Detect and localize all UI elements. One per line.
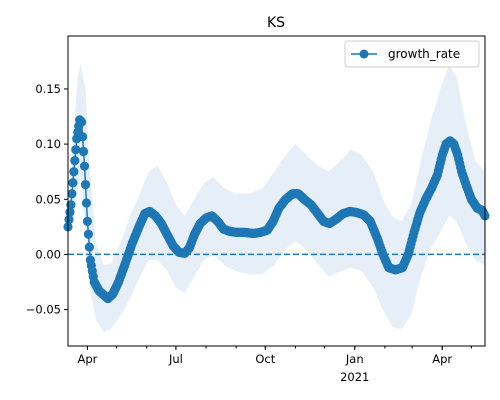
confidence-band: [68, 63, 485, 332]
legend: growth_rate: [344, 40, 480, 68]
data-point-15: [77, 132, 88, 142]
legend-marker-swatch: [359, 49, 369, 59]
legend-box: [344, 40, 480, 68]
x-tick-label: Apr: [77, 352, 97, 366]
plot-area: [63, 63, 490, 332]
y-tick-label: −0.05: [26, 303, 61, 317]
data-point-18: [80, 179, 91, 190]
data-point-22: [84, 242, 94, 252]
legend-entry-growth-rate: growth_rate: [388, 47, 460, 61]
data-point-14: [77, 117, 87, 127]
chart-title: KS: [267, 15, 285, 31]
x-tick-label: Jan: [345, 352, 364, 366]
y-tick-label: 0.15: [35, 82, 61, 96]
data-point-16: [78, 146, 89, 157]
data-point-8: [71, 145, 81, 155]
data-point-7: [70, 156, 80, 166]
data-point-1: [64, 214, 74, 225]
data-point-19: [81, 198, 92, 208]
data-point-21: [83, 229, 94, 239]
data-point-3: [66, 200, 76, 210]
y-tick-label: 0.00: [35, 247, 61, 261]
plot-frame: [67, 35, 486, 347]
x-tick-label: Oct: [255, 352, 275, 366]
x-tick-year-label: 2021: [340, 370, 369, 384]
x-tick-label: Apr: [432, 352, 452, 366]
axes: −0.05 0.00 0.05 0.10 0.15 Apr Jul Oct Jan 2021 Apr: [26, 82, 472, 384]
data-point-17: [79, 161, 90, 171]
x-tick-label: Jul: [168, 352, 183, 366]
data-point-20: [82, 216, 93, 226]
data-point-5: [68, 178, 78, 188]
y-tick-label: 0.05: [35, 192, 61, 206]
data-point-6: [69, 167, 79, 177]
y-tick-label: 0.10: [35, 137, 61, 151]
data-point-4: [67, 189, 77, 199]
